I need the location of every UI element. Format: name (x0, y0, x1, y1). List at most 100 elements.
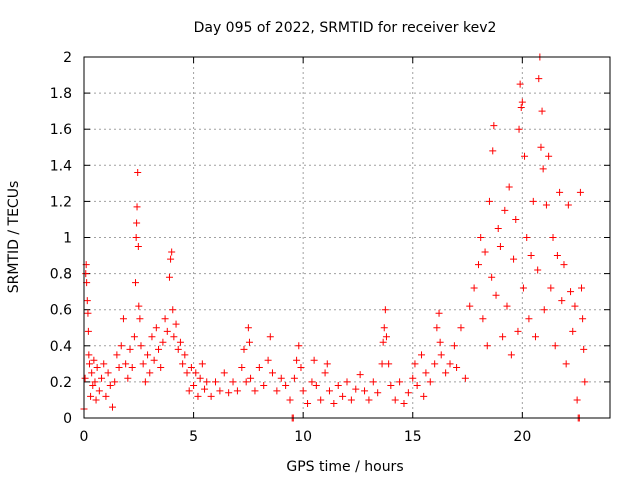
y-tick-label: 1.4 (50, 158, 72, 174)
data-points (80, 53, 589, 422)
data-point (537, 143, 545, 151)
data-point (553, 252, 561, 260)
data-point (155, 345, 163, 353)
data-point (159, 338, 167, 346)
data-point (453, 363, 461, 371)
data-point (89, 382, 97, 390)
data-point (91, 378, 99, 386)
data-point (361, 387, 369, 395)
data-point (404, 389, 412, 397)
data-point (507, 351, 515, 359)
data-point (579, 315, 587, 323)
data-point (470, 284, 478, 292)
data-point (411, 360, 419, 368)
data-point (163, 327, 171, 335)
y-tick-label: 1.2 (50, 194, 72, 210)
x-tick-label: 15 (404, 429, 422, 445)
data-point (499, 333, 507, 341)
data-point (277, 374, 285, 382)
data-point (514, 327, 522, 335)
data-point (437, 351, 445, 359)
grid-lines (84, 57, 610, 418)
data-point (581, 378, 589, 386)
data-point (518, 98, 526, 106)
data-point (461, 374, 469, 382)
data-point (304, 400, 312, 408)
data-point (148, 333, 156, 341)
y-tick-label: 0.2 (50, 375, 72, 391)
data-point (135, 302, 143, 310)
data-point (87, 392, 95, 400)
data-point (339, 392, 347, 400)
data-point (515, 125, 523, 133)
data-point (457, 324, 465, 332)
data-point (374, 389, 382, 397)
data-point (198, 360, 206, 368)
data-point (330, 400, 338, 408)
axis-ticks: 0 5 10 15 20 0 0.2 0.4 0.6 0.8 1 1.2 1.4 1.6 1.8 2 (50, 50, 610, 445)
data-point (409, 374, 417, 382)
data-point (576, 188, 584, 196)
data-point (523, 234, 531, 241)
data-point (490, 122, 498, 130)
data-point (165, 273, 173, 281)
data-point (538, 107, 546, 115)
data-point (510, 255, 518, 263)
data-point (297, 363, 305, 371)
data-point (547, 284, 555, 292)
data-point (387, 382, 395, 390)
data-point (519, 284, 527, 292)
data-point (325, 387, 333, 395)
data-point (132, 234, 140, 241)
data-point (352, 385, 360, 393)
data-point (245, 338, 253, 346)
data-point (503, 302, 511, 310)
y-tick-label: 2 (63, 50, 72, 66)
data-point (266, 333, 274, 341)
data-point (436, 338, 444, 346)
data-point (172, 320, 180, 328)
data-point (108, 403, 116, 411)
data-point (124, 374, 132, 382)
data-point (187, 363, 195, 371)
data-point (435, 309, 443, 317)
data-point (525, 315, 533, 323)
data-point (321, 369, 329, 377)
y-tick-label: 1.6 (50, 122, 72, 138)
data-point (134, 169, 142, 177)
data-point (90, 356, 98, 364)
data-point (104, 369, 112, 377)
data-point (233, 387, 241, 395)
data-point (516, 80, 524, 88)
data-point (255, 363, 263, 371)
data-point (299, 387, 307, 395)
data-point (95, 387, 103, 395)
data-point (152, 324, 160, 332)
data-point (136, 315, 144, 323)
data-point (240, 345, 248, 353)
data-point (115, 363, 123, 371)
data-point (505, 183, 513, 191)
data-point (146, 369, 154, 377)
x-tick-label: 10 (294, 429, 312, 445)
data-point (571, 302, 579, 310)
data-point (334, 382, 342, 390)
data-point (400, 400, 408, 408)
data-point (133, 203, 141, 211)
data-point (558, 297, 566, 305)
plot-frame (83, 56, 611, 419)
data-point (489, 147, 497, 155)
data-point (244, 324, 252, 332)
data-point (422, 369, 430, 377)
data-point (216, 387, 224, 395)
data-point (578, 284, 586, 292)
data-point (134, 243, 142, 251)
data-point (273, 387, 281, 395)
data-point (483, 342, 491, 350)
x-tick-label: 5 (189, 429, 198, 445)
data-point (192, 369, 200, 377)
data-point (133, 219, 141, 227)
data-point (549, 234, 557, 241)
data-point (247, 374, 255, 382)
